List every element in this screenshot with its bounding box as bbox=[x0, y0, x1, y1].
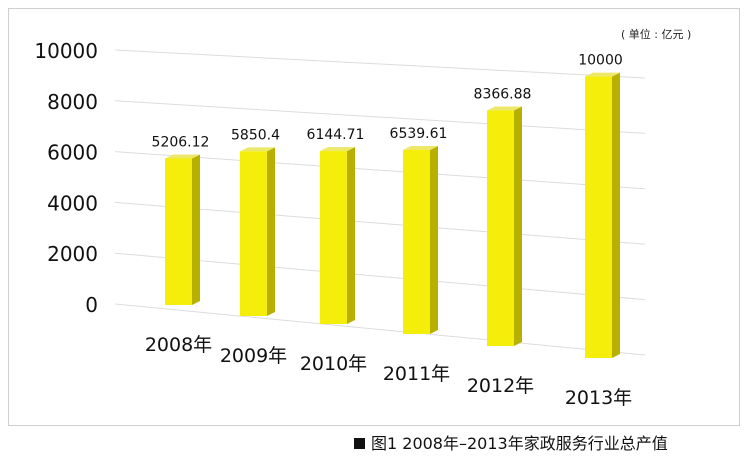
y-tick-label: 4000 bbox=[47, 191, 98, 215]
bar-top bbox=[487, 106, 522, 111]
bar bbox=[585, 76, 612, 358]
bar-side bbox=[267, 147, 275, 316]
x-tick-label: 2013年 bbox=[565, 387, 632, 409]
bar bbox=[240, 151, 267, 316]
data-label: 6539.61 bbox=[390, 126, 448, 142]
bar bbox=[320, 151, 347, 324]
bar-side bbox=[347, 147, 355, 324]
bar bbox=[403, 149, 430, 334]
x-tick-label: 2009年 bbox=[220, 345, 287, 367]
x-tick-label: 2008年 bbox=[145, 334, 212, 356]
bar-top bbox=[165, 154, 200, 159]
data-label: 8366.88 bbox=[474, 87, 532, 103]
caption-text: 图1 2008年–2013年家政服务行业总产值 bbox=[371, 434, 668, 453]
data-label: 10000 bbox=[578, 53, 623, 69]
y-tick-label: 2000 bbox=[47, 242, 98, 266]
bar-side bbox=[612, 72, 620, 358]
gridline bbox=[114, 303, 646, 356]
figure-caption: 图1 2008年–2013年家政服务行业总产值 bbox=[354, 430, 668, 454]
data-label: 5850.4 bbox=[231, 127, 280, 143]
caption-square-icon bbox=[354, 438, 365, 449]
data-label: 5206.12 bbox=[152, 134, 210, 150]
y-tick-label: 0 bbox=[85, 293, 98, 317]
bar-side bbox=[430, 145, 438, 334]
gridline bbox=[114, 100, 646, 134]
y-tick-label: 10000 bbox=[34, 39, 98, 63]
bar-top bbox=[403, 145, 438, 150]
data-label: 6144.71 bbox=[307, 127, 365, 143]
bar-side bbox=[514, 106, 522, 346]
bar bbox=[487, 110, 514, 346]
x-tick-label: 2011年 bbox=[383, 363, 450, 385]
unit-label: ( 单位 : 亿元 ) bbox=[621, 28, 692, 41]
gridline bbox=[114, 151, 646, 190]
x-tick-label: 2012年 bbox=[467, 375, 534, 397]
gridline bbox=[114, 201, 646, 245]
y-tick-label: 8000 bbox=[47, 90, 98, 114]
bar-top bbox=[240, 147, 275, 152]
gridline bbox=[114, 252, 646, 301]
bar bbox=[165, 158, 192, 305]
bar-side bbox=[192, 154, 200, 305]
bar-top bbox=[585, 72, 620, 77]
y-tick-label: 6000 bbox=[47, 141, 98, 165]
x-tick-label: 2010年 bbox=[300, 353, 367, 375]
gridline bbox=[114, 49, 646, 79]
bar-top bbox=[320, 147, 355, 152]
